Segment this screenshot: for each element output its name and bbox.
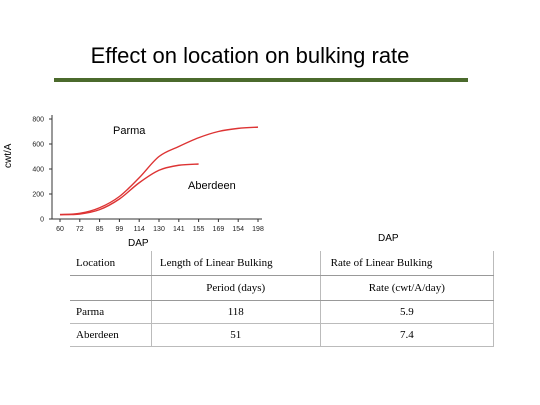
x-tick-label: 114 [134, 226, 145, 233]
table-header-row: Location Length of Linear Bulking Rate o… [70, 251, 495, 276]
series-line-aberdeen [59, 163, 199, 216]
dap-label-right: DAP [378, 233, 399, 244]
x-tick-label: 169 [213, 226, 225, 233]
x-axis-label: DAP [128, 238, 149, 249]
subheader-blank [70, 275, 152, 301]
x-tick-label: 72 [76, 226, 84, 233]
x-tick-label: 198 [252, 226, 264, 233]
x-tick-label: 130 [153, 226, 165, 233]
y-tick-label: 0 [40, 217, 44, 224]
cell-rate: 5.9 [319, 300, 495, 324]
cell-rate: 7.4 [319, 323, 495, 347]
subheader-period: Period (days) [150, 275, 321, 301]
subheader-rate-unit: Rate (cwt/A/day) [319, 275, 495, 301]
cell-period: 118 [150, 300, 321, 324]
y-tick-label: 200 [32, 192, 44, 199]
series-label-parma: Parma [113, 125, 146, 137]
table-row: Aberdeen 51 7.4 [70, 323, 495, 347]
x-tick-label: 155 [193, 226, 205, 233]
series-line-parma [59, 126, 259, 216]
x-tick-label: 85 [96, 226, 104, 233]
header-rate: Rate of Linear Bulking [319, 251, 495, 276]
title-divider [54, 78, 468, 82]
y-tick-label: 800 [32, 117, 44, 124]
cell-location: Parma [70, 300, 152, 324]
x-tick-label: 154 [232, 226, 244, 233]
cell-location: Aberdeen [70, 323, 152, 347]
header-location: Location [70, 251, 152, 276]
x-tick-label: 141 [173, 226, 185, 233]
x-tick-label: 60 [56, 226, 64, 233]
table-row: Parma 118 5.9 [70, 300, 495, 324]
series-label-aberdeen: Aberdeen [188, 180, 236, 192]
bulking-table: Location Length of Linear Bulking Rate o… [70, 251, 495, 347]
x-tick-label: 99 [116, 226, 124, 233]
cell-period: 51 [150, 323, 321, 347]
bulking-chart: 0 200 400 600 800 60 72 85 99 114 130 141 155 169 154 1… [32, 115, 264, 233]
y-tick-label: 400 [32, 167, 44, 174]
slide-title: Effect on location on bulking rate [90, 43, 410, 68]
header-length: Length of Linear Bulking [150, 251, 321, 276]
table-subheader-row: Period (days) Rate (cwt/A/day) [70, 275, 495, 301]
y-tick-label: 600 [32, 142, 44, 149]
